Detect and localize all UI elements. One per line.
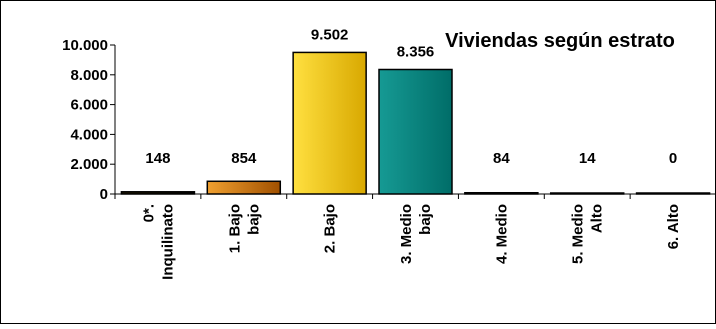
x-category-line: 1. Bajo [226,204,243,253]
x-category-line: bajo [245,204,262,235]
bar [292,51,367,195]
x-category-label: 2. Bajo [322,204,339,253]
x-category-label: 4. Medio [493,204,510,264]
data-label: 9.502 [311,26,349,43]
chart-title: Viviendas según estrato [445,30,675,52]
data-label: 148 [145,150,170,167]
y-axis: 0 2.000 4.000 6.000 8.000 10.000 [62,37,116,203]
y-tick-label: 2.000 [70,156,108,173]
x-category-line: bajo [417,204,434,235]
x-category-line: 3. Medio [398,204,415,264]
y-tick-label: 6.000 [70,97,108,114]
x-category-label: 0*. Inquilinato [140,204,176,280]
data-label: 8.356 [397,43,435,60]
x-category-line: Alto [589,204,606,233]
x-category-line: 2. Bajo [322,204,339,253]
x-category-line: 4. Medio [493,204,510,264]
data-label: 854 [231,150,257,167]
y-tick-label: 0 [100,186,108,203]
x-category-line: Inquilinato [159,204,176,280]
data-label: 14 [579,150,596,167]
data-label: 84 [493,150,510,167]
x-category-label: 5. Medio Alto [570,204,606,264]
y-tick-label: 10.000 [62,37,108,54]
data-label: 0 [669,150,677,167]
bars [120,51,711,195]
x-axis: 0*. Inquilinato 1. Bajo bajo 2. Bajo 3. Medio… [114,193,716,280]
x-category-line: 5. Medio [570,204,587,264]
bar [206,180,282,195]
x-category-label: 1. Bajo bajo [226,204,262,253]
x-category-label: 3. Medio bajo [398,204,434,264]
x-category-line: 6. Alto [665,204,682,249]
y-tick-label: 8.000 [70,67,108,84]
x-category-label: 6. Alto [665,204,682,249]
bar [378,68,453,195]
data-labels: 148 854 9.502 8.356 84 14 0 [145,26,677,167]
y-tick-label: 4.000 [70,126,108,143]
x-category-line: 0*. [140,204,157,222]
